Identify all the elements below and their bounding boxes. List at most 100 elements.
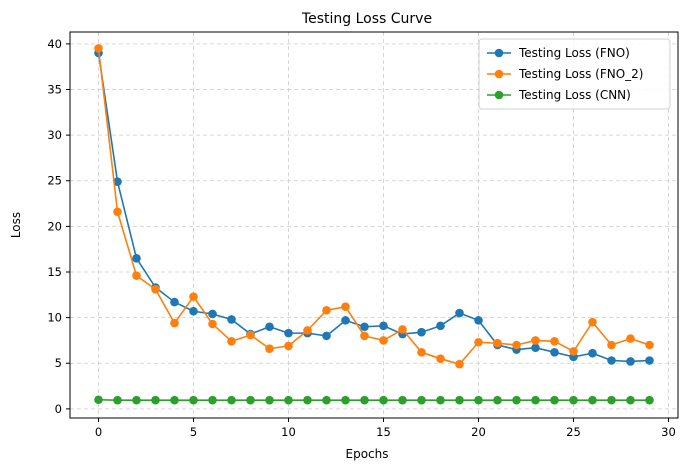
data-point — [189, 395, 198, 405]
data-point — [645, 395, 654, 405]
data-point — [588, 317, 597, 327]
data-point — [645, 356, 654, 365]
data-point — [341, 302, 350, 311]
y-tick-label: 30 — [47, 128, 62, 142]
data-point — [284, 328, 293, 338]
x-tick-label: 10 — [281, 425, 296, 439]
data-point — [303, 395, 312, 405]
data-point — [322, 306, 331, 315]
data-point — [436, 354, 445, 363]
legend-item: Testing Loss (FNO_2) — [487, 67, 643, 81]
data-point — [94, 44, 103, 53]
y-tick-label: 35 — [47, 82, 62, 96]
data-point — [550, 395, 559, 405]
legend-label: Testing Loss (FNO) — [518, 46, 630, 60]
data-point — [265, 322, 274, 332]
series-2 — [94, 44, 654, 369]
data-point — [303, 326, 312, 335]
y-tick-label: 15 — [47, 265, 62, 279]
data-point — [208, 309, 217, 319]
series-3 — [94, 395, 654, 405]
data-point — [455, 395, 464, 405]
x-tick-label: 5 — [190, 425, 197, 439]
data-point — [417, 327, 426, 337]
data-point — [569, 395, 578, 405]
data-point — [208, 395, 217, 405]
data-point — [246, 330, 255, 340]
data-point — [550, 347, 559, 357]
data-point — [227, 395, 236, 405]
data-point — [417, 395, 426, 405]
data-point — [379, 336, 388, 345]
legend-item: Testing Loss (CNN) — [487, 88, 631, 102]
x-tick-label: 30 — [661, 425, 676, 439]
data-point — [626, 334, 635, 343]
data-point — [246, 395, 255, 405]
data-point — [360, 322, 369, 332]
data-point — [170, 297, 179, 307]
chart-title: Testing Loss Curve — [301, 11, 432, 27]
data-point — [113, 207, 122, 217]
data-point — [550, 337, 559, 346]
data-point — [208, 319, 217, 329]
data-point — [341, 395, 350, 405]
legend-box — [478, 38, 671, 110]
x-tick-label: 15 — [376, 425, 391, 439]
y-tick-label: 25 — [47, 174, 62, 188]
data-point — [531, 343, 540, 353]
data-point — [512, 395, 521, 405]
data-point — [132, 271, 141, 280]
data-point — [360, 331, 369, 341]
data-point — [189, 292, 198, 301]
data-point — [531, 395, 540, 405]
data-point — [265, 344, 274, 353]
data-point — [360, 395, 369, 405]
data-point — [170, 395, 179, 405]
y-tick-label: 5 — [55, 356, 62, 370]
data-point — [417, 347, 426, 357]
y-tick-label: 10 — [47, 311, 62, 325]
legend-swatch-marker — [494, 69, 504, 79]
x-tick-label: 25 — [566, 425, 581, 439]
data-point — [626, 395, 635, 405]
data-point — [493, 338, 502, 348]
data-point — [569, 347, 578, 356]
data-point — [626, 357, 635, 366]
data-point — [379, 321, 388, 331]
legend-item: Testing Loss (FNO) — [487, 46, 630, 60]
plot-area — [94, 44, 654, 405]
data-point — [94, 395, 103, 405]
data-point — [455, 308, 464, 318]
data-point — [436, 395, 445, 405]
data-point — [379, 395, 388, 405]
x-tick-label: 0 — [95, 425, 102, 439]
legend: Testing Loss (FNO) Testing Loss (FNO_2) Te… — [478, 38, 671, 110]
data-point — [607, 340, 616, 350]
data-point — [151, 395, 160, 405]
data-point — [493, 395, 502, 405]
data-point — [398, 395, 407, 405]
data-point — [132, 395, 141, 405]
data-point — [512, 340, 521, 350]
data-point — [436, 321, 445, 331]
data-point — [645, 340, 654, 350]
data-point — [455, 359, 464, 369]
data-point — [474, 316, 483, 325]
data-point — [170, 318, 179, 328]
data-point — [588, 348, 597, 358]
data-point — [322, 395, 331, 405]
data-point — [151, 285, 160, 294]
legend-label: Testing Loss (FNO_2) — [518, 67, 643, 81]
y-tick-label: 40 — [47, 37, 62, 51]
data-point — [398, 325, 407, 334]
data-point — [284, 395, 293, 405]
data-point — [322, 331, 331, 341]
data-point — [227, 337, 236, 346]
y-tick-label: 20 — [47, 219, 62, 233]
data-point — [189, 306, 198, 316]
data-point — [265, 395, 274, 405]
legend-swatch-marker — [494, 48, 504, 58]
data-point — [132, 254, 141, 263]
data-point — [113, 395, 122, 405]
